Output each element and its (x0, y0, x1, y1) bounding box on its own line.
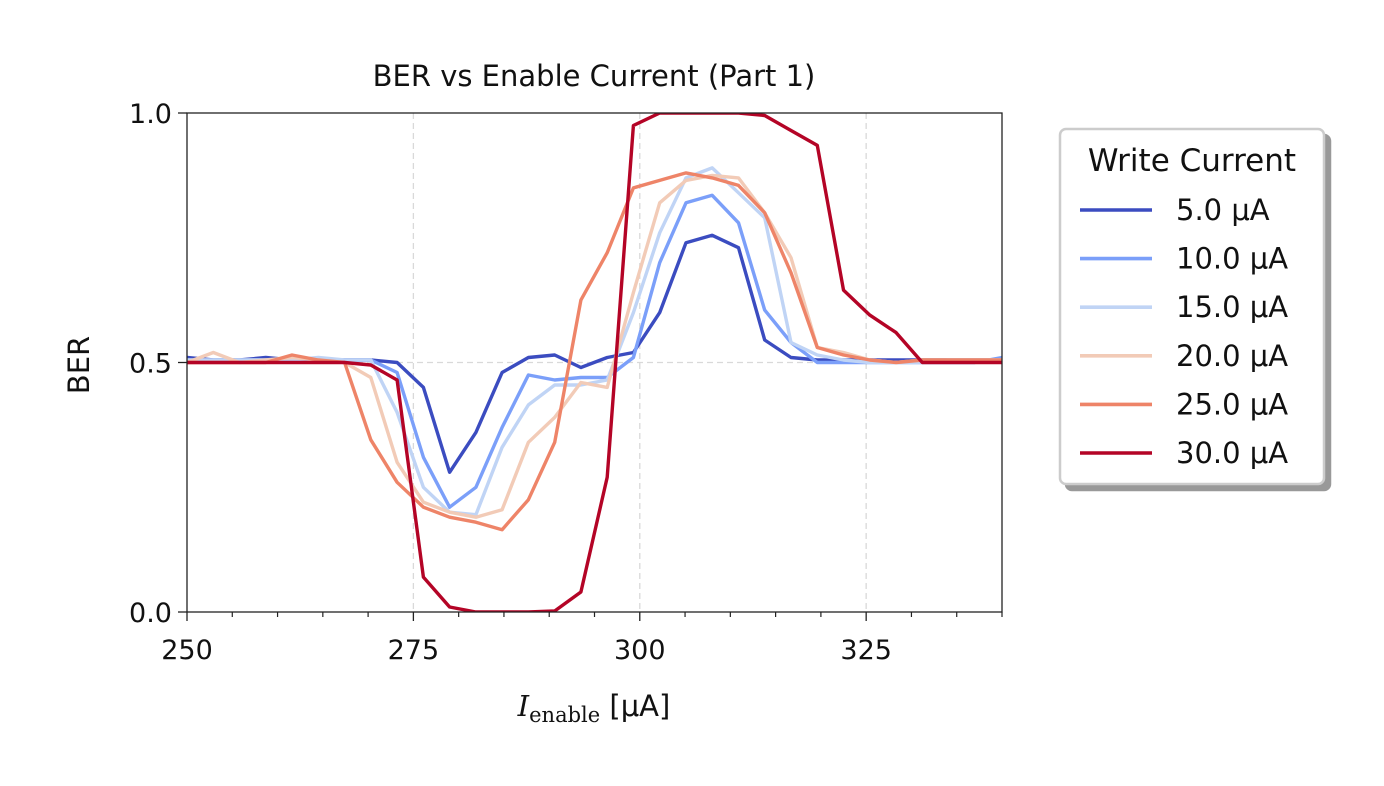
x-tick-label: 250 (161, 635, 213, 666)
x-tick-label: 300 (614, 635, 666, 666)
legend-label: 20.0 μA (1176, 339, 1288, 373)
minor-ticks (231, 612, 1003, 617)
legend-label: 5.0 μA (1176, 193, 1270, 227)
y-axis-ticks: 0.0 0.5 1.0 (129, 99, 187, 629)
x-axis-label-units: [μA] (600, 689, 670, 723)
series-line (187, 171, 1002, 532)
series-line (187, 193, 1002, 509)
legend-items: 5.0 μA 10.0 μA 15.0 μA 20.0 μA 25.0 μA 30.0 μ… (1080, 193, 1288, 470)
legend-label: 25.0 μA (1176, 387, 1288, 421)
series-line (187, 173, 1002, 519)
x-axis-ticks: 250 275 300 325 (161, 612, 892, 666)
x-tick-label: 275 (388, 635, 440, 666)
legend: Write Current 5.0 μA 10.0 μA 15.0 μA 20.0 μ… (1058, 127, 1326, 486)
y-tick-label: 1.0 (129, 99, 172, 130)
y-tick-label: 0.0 (129, 598, 172, 629)
y-axis-label: BER (62, 336, 96, 394)
legend-label: 10.0 μA (1176, 242, 1288, 276)
legend-title: Write Current (1088, 143, 1296, 179)
legend-label: 15.0 μA (1176, 290, 1288, 324)
x-axis-label-main: I (517, 689, 530, 723)
y-tick-label: 0.5 (129, 349, 172, 380)
series-lines (187, 113, 1002, 612)
series-line (187, 113, 1002, 612)
x-axis-label-sub: enable (529, 703, 600, 727)
plot-frame (186, 112, 1003, 613)
legend-box (1058, 127, 1326, 486)
x-tick-label: 325 (840, 635, 892, 666)
x-axis-label: Ienable [μA] (517, 689, 671, 727)
legend-label: 30.0 μA (1176, 436, 1288, 470)
series-line (187, 233, 1002, 474)
chart-title: BER vs Enable Current (Part 1) (373, 59, 816, 93)
series-line (187, 166, 1002, 517)
